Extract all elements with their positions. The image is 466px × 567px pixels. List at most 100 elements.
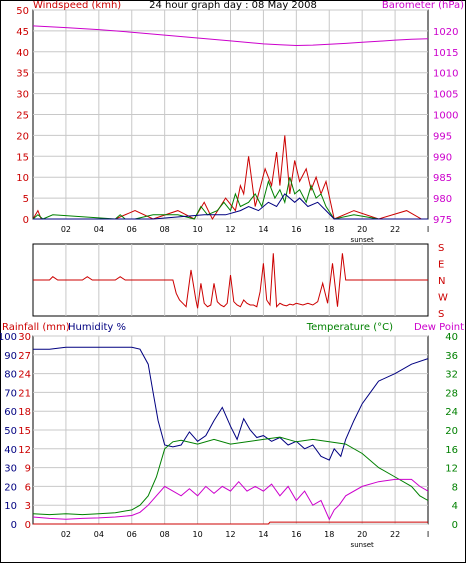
windspeed-tick-label: 0: [23, 215, 29, 226]
x-tick-label: 10: [192, 225, 202, 234]
temperature-tick-label: 32: [445, 370, 458, 381]
dewpoint-axis-title: Dew Point: [414, 322, 464, 333]
x-tick-label: 04: [94, 225, 104, 234]
temperature-tick-label: 28: [445, 388, 458, 399]
direction-tick-label: E: [438, 260, 444, 271]
humidity-tick-label: 50: [4, 426, 17, 437]
temperature-tick-label: 8: [452, 482, 458, 493]
humidity-tick-label: 30: [4, 464, 17, 475]
x-tick-label: 14: [258, 530, 268, 539]
temperature-tick-label: 4: [452, 501, 458, 512]
humidity-tick-label: 40: [4, 445, 17, 456]
barometer-tick-label: 1005: [433, 90, 458, 101]
barometer-tick-label: 975: [433, 215, 452, 226]
x-tick-label: 12: [225, 225, 235, 234]
rainfall-axis-title: Rainfall (mm): [2, 322, 70, 333]
x-tick-label: 04: [94, 530, 104, 539]
series-average-line: [33, 193, 428, 220]
barometer-tick-label: 1020: [433, 27, 458, 38]
barometer-tick-label: 980: [433, 194, 452, 205]
series-barometer-line: [32, 25, 429, 47]
rainfall-tick-label: 15: [18, 426, 31, 437]
x-tick-label: 18: [324, 225, 334, 234]
humidity-tick-label: 80: [4, 370, 17, 381]
rainfall-tick-label: 18: [18, 407, 31, 418]
rainfall-tick-label: 3: [25, 501, 31, 512]
windspeed-tick-label: 50: [16, 6, 29, 17]
sunset-label: sunset: [351, 236, 374, 244]
x-tick-label: I: [427, 530, 429, 539]
windspeed-tick-label: 20: [16, 131, 29, 142]
x-tick-label: 10: [192, 530, 202, 539]
x-tick-label: 20: [357, 225, 367, 234]
temperature-tick-label: 16: [445, 445, 458, 456]
temperature-tick-label: 40: [445, 332, 458, 343]
x-tick-label: 02: [61, 225, 71, 234]
x-tick-label: 22: [390, 530, 400, 539]
temperature-tick-label: 12: [445, 464, 458, 475]
windspeed-tick-label: 10: [16, 173, 29, 184]
temperature-tick-label: 24: [445, 407, 458, 418]
rainfall-tick-label: 6: [25, 482, 31, 493]
barometer-tick-label: 1010: [433, 69, 458, 80]
direction-tick-label: W: [438, 293, 448, 304]
x-tick-label: 18: [324, 530, 334, 539]
barometer-axis-title: Barometer (hPa): [382, 0, 464, 11]
chart-title: 24 hour graph day : 08 May 2008: [149, 0, 317, 11]
windspeed-tick-label: 30: [16, 90, 29, 101]
series-dewpoint-line: [32, 478, 429, 521]
x-tick-label: 12: [225, 530, 235, 539]
direction-tick-label: N: [438, 276, 445, 287]
temperature-axis-title: Temperature (°C): [306, 322, 393, 333]
windspeed-tick-label: 35: [16, 69, 29, 80]
direction-tick-label: S: [438, 309, 444, 320]
series-gust-line: [32, 135, 428, 221]
series-temperature-line: [32, 436, 429, 516]
rainfall-tick-label: 21: [18, 388, 31, 399]
x-tick-label: 22: [390, 225, 400, 234]
humidity-tick-label: 100: [0, 332, 17, 343]
direction-tick-label: S: [438, 243, 444, 254]
barometer-tick-label: 1000: [433, 111, 458, 122]
x-tick-label: 08: [160, 530, 170, 539]
rainfall-tick-label: 0: [25, 520, 31, 531]
series-humidity-line: [33, 346, 429, 461]
x-tick-label: 06: [127, 225, 137, 234]
barometer-tick-label: 990: [433, 152, 452, 163]
windspeed-tick-label: 45: [16, 27, 29, 38]
series-rainfall-line: [33, 521, 428, 525]
sunset-label: sunset: [351, 541, 374, 549]
windspeed-tick-label: 15: [16, 152, 29, 163]
barometer-tick-label: 995: [433, 131, 452, 142]
humidity-tick-label: 90: [4, 351, 17, 362]
barometer-tick-label: 1015: [433, 48, 458, 59]
barometer-tick-label: 985: [433, 173, 452, 184]
rainfall-tick-label: 30: [18, 332, 31, 343]
humidity-tick-label: 20: [4, 482, 17, 493]
humidity-tick-label: 70: [4, 388, 17, 399]
rainfall-tick-label: 9: [25, 464, 31, 475]
x-tick-label: 02: [61, 530, 71, 539]
temperature-tick-label: 36: [445, 351, 458, 362]
x-tick-label: 20: [357, 530, 367, 539]
windspeed-axis-title: Windspeed (kmh): [33, 0, 121, 11]
windspeed-tick-label: 40: [16, 48, 29, 59]
x-tick-label: 06: [127, 530, 137, 539]
x-tick-label: 16: [291, 225, 301, 234]
humidity-axis-title: Humidity %: [68, 322, 126, 333]
rainfall-tick-label: 27: [18, 351, 31, 362]
series-direction-line: [33, 253, 428, 309]
humidity-tick-label: 10: [4, 501, 17, 512]
x-tick-label: 16: [291, 530, 301, 539]
rainfall-tick-label: 24: [18, 370, 31, 381]
x-tick-label: 14: [258, 225, 268, 234]
x-tick-label: 08: [160, 225, 170, 234]
temperature-tick-label: 0: [452, 520, 458, 531]
humidity-tick-label: 60: [4, 407, 17, 418]
temperature-tick-label: 20: [445, 426, 458, 437]
windspeed-tick-label: 5: [23, 194, 29, 205]
rainfall-tick-label: 12: [18, 445, 31, 456]
humidity-tick-label: 0: [11, 520, 17, 531]
